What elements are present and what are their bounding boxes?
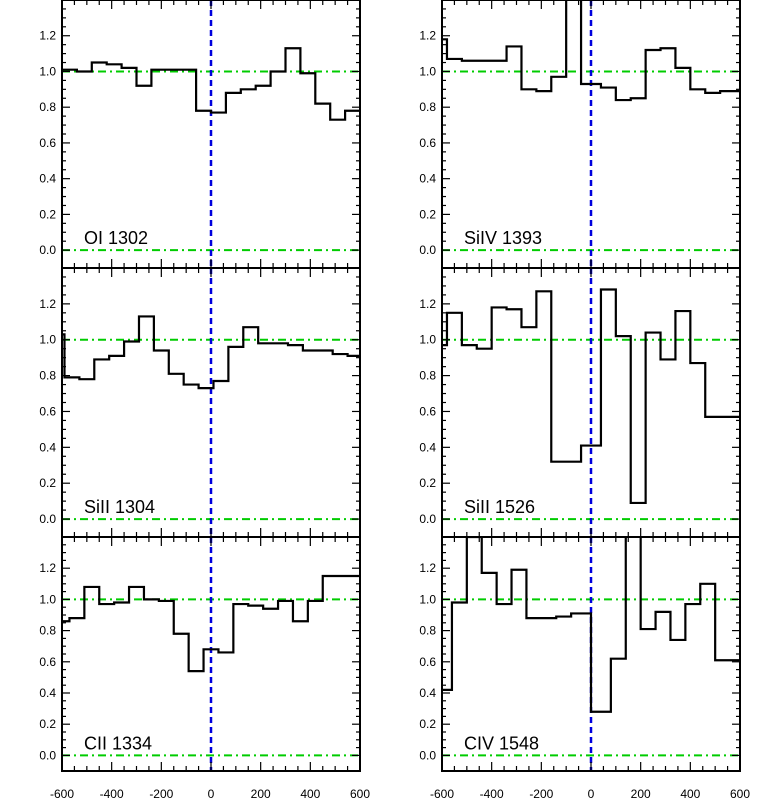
- x-tick-label: 600: [350, 787, 370, 801]
- y-tick-label: 1.2: [419, 29, 436, 43]
- panel-0: 0.0 0.2 0.4 0.6 0.8 1.0 1.2 OI 1302: [39, 0, 361, 269]
- spectrum-series: [442, 0, 740, 102]
- y-tick-label: 0.2: [39, 207, 56, 221]
- spectrum-series: [62, 315, 360, 390]
- panel-3: 0.0 0.2 0.4 0.6 0.8 1.0 1.2 SiII 1526: [419, 267, 741, 538]
- y-tick-label: 0.2: [39, 717, 56, 731]
- x-tick-label: 200: [631, 787, 651, 801]
- panel-label: CII 1334: [84, 733, 152, 753]
- y-tick-label: 0.4: [419, 686, 436, 700]
- y-tick-label: 1.0: [39, 592, 56, 606]
- y-tick-label: 0.6: [419, 136, 436, 150]
- y-tick-label: 0.2: [419, 207, 436, 221]
- x-tick-label: -400: [100, 787, 124, 801]
- y-tick-label: 0.6: [39, 404, 56, 418]
- spectrum-series: [62, 47, 360, 121]
- x-tick-label: -200: [529, 787, 553, 801]
- x-tick-label: -600: [50, 787, 74, 801]
- y-tick-label: 0.8: [419, 369, 436, 383]
- panel-label: CIV 1548: [464, 733, 539, 753]
- y-tick-label: 0.2: [39, 476, 56, 490]
- x-tick-label: 600: [730, 787, 750, 801]
- panel-1: 0.0 0.2 0.4 0.6 0.8 1.0 1.2 SiIV 1393: [419, 0, 741, 269]
- panel-label: SiIV 1393: [464, 228, 542, 248]
- panel-label: SiII 1304: [84, 497, 155, 517]
- y-tick-label: 0.6: [419, 404, 436, 418]
- x-tick-label: -600: [430, 787, 454, 801]
- y-tick-label: 1.0: [419, 592, 436, 606]
- panel-4: 0.0 0.2 0.4 0.6 0.8 1.0 1.2 -600 -400 -200 0 200 400…: [39, 536, 370, 801]
- y-tick-label: 0.0: [39, 512, 56, 526]
- panel-5: 0.0 0.2 0.4 0.6 0.8 1.0 1.2 -600 -400 -200 0 200 400…: [419, 536, 750, 801]
- y-tick-label: 1.2: [39, 297, 56, 311]
- y-tick-label: 0.0: [39, 748, 56, 762]
- y-tick-label: 0.8: [39, 624, 56, 638]
- y-tick-label: 0.4: [419, 440, 436, 454]
- x-tick-label: 400: [300, 787, 320, 801]
- y-tick-label: 0.2: [419, 476, 436, 490]
- y-tick-label: 1.2: [419, 297, 436, 311]
- y-tick-label: 0.0: [419, 748, 436, 762]
- y-tick-label: 0.8: [419, 624, 436, 638]
- y-tick-label: 0.4: [39, 686, 56, 700]
- x-tick-label: -200: [149, 787, 173, 801]
- y-tick-label: 0.0: [419, 512, 436, 526]
- y-tick-label: 1.0: [419, 333, 436, 347]
- y-tick-label: 1.2: [39, 561, 56, 575]
- y-tick-label: 0.0: [39, 243, 56, 257]
- y-tick-label: 1.0: [39, 333, 56, 347]
- x-tick-label: 200: [251, 787, 271, 801]
- y-tick-label: 0.2: [419, 717, 436, 731]
- y-tick-label: 1.0: [419, 64, 436, 78]
- x-tick-label: -400: [480, 787, 504, 801]
- y-tick-label: 1.2: [39, 29, 56, 43]
- panel-label: SiII 1526: [464, 497, 535, 517]
- y-tick-label: 0.8: [39, 100, 56, 114]
- y-tick-label: 0.4: [39, 440, 56, 454]
- y-tick-label: 0.6: [39, 136, 56, 150]
- x-tick-label: 400: [680, 787, 700, 801]
- y-tick-label: 0.0: [419, 243, 436, 257]
- y-tick-label: 0.8: [419, 100, 436, 114]
- y-tick-label: 0.4: [419, 172, 436, 186]
- y-tick-label: 0.6: [39, 655, 56, 669]
- y-tick-label: 1.0: [39, 64, 56, 78]
- spectrum-series: [62, 574, 360, 673]
- x-tick-label: 0: [208, 787, 215, 801]
- y-tick-label: 0.4: [39, 172, 56, 186]
- spectrum-series: [442, 537, 740, 713]
- y-tick-label: 0.8: [39, 369, 56, 383]
- panel-label: OI 1302: [84, 228, 148, 248]
- x-tick-label: 0: [588, 787, 595, 801]
- panel-2: 0.0 0.2 0.4 0.6 0.8 1.0 1.2 SiII 1304: [39, 267, 361, 538]
- y-tick-label: 0.6: [419, 655, 436, 669]
- y-tick-label: 1.2: [419, 561, 436, 575]
- spectrum-series: [442, 288, 740, 505]
